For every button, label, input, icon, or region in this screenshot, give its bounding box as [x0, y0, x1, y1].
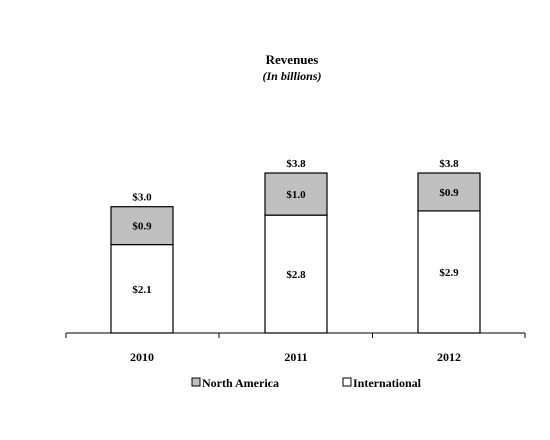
legend-label-north-america: North America — [202, 376, 279, 390]
data-label-international-2011: $2.8 — [286, 269, 306, 281]
bar-segment-north-america-2011 — [264, 172, 328, 216]
data-label-international-2012: $2.9 — [439, 267, 459, 279]
x-axis: 2010 2011 2012 — [65, 332, 526, 364]
x-tick-label-2011: 2011 — [284, 350, 307, 364]
data-label-north-america-2012: $0.9 — [439, 187, 459, 199]
bars-layer: $2.1 $0.9 $3.0 $2.8 $1.0 $3.8 $2.9 $0.9 $3.8 — [110, 158, 481, 334]
legend: North America International — [191, 376, 422, 390]
total-label-2012: $3.8 — [439, 158, 459, 170]
chart-title: Revenues — [266, 52, 319, 67]
legend-swatch-north-america — [191, 377, 201, 387]
legend-swatch-international — [342, 377, 352, 387]
legend-label-international: International — [353, 376, 422, 390]
total-label-2010: $3.0 — [132, 192, 152, 204]
bar-segment-north-america-2010 — [110, 206, 174, 246]
data-label-international-2010: $2.1 — [132, 284, 151, 296]
x-tick-label-2012: 2012 — [437, 350, 461, 364]
bar-segment-north-america-2012 — [417, 172, 481, 212]
data-label-north-america-2011: $1.0 — [286, 189, 306, 201]
bar-segment-international-2010 — [110, 243, 174, 334]
x-tick-label-2010: 2010 — [130, 350, 154, 364]
chart-subtitle: (In billions) — [262, 69, 321, 83]
data-label-north-america-2010: $0.9 — [132, 221, 152, 233]
total-label-2011: $3.8 — [286, 158, 306, 170]
